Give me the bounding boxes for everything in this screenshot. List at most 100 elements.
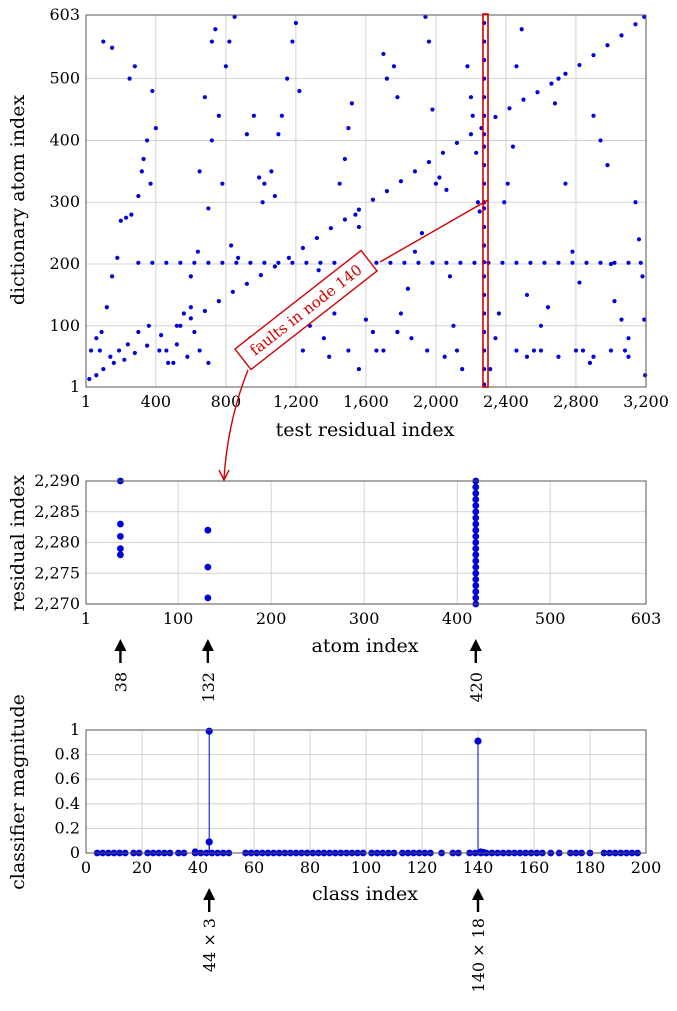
scatter-point	[356, 224, 362, 230]
x-tick-label: 100	[351, 858, 382, 877]
scatter-point	[488, 366, 493, 372]
scatter-point	[454, 140, 460, 146]
scatter-point	[164, 260, 169, 265]
x-tick-label: 2,000	[413, 392, 459, 411]
scatter-point	[314, 235, 319, 241]
scatter-point	[144, 138, 150, 143]
scatter-point	[430, 260, 435, 265]
scatter-point	[472, 496, 480, 503]
scatter-point	[136, 193, 141, 199]
scatter-point	[472, 532, 480, 540]
scatter-point	[349, 101, 355, 106]
stem-point	[205, 727, 213, 735]
scatter-point	[109, 274, 115, 279]
scatter-point	[286, 255, 291, 260]
scatter-point	[346, 125, 351, 131]
scatter-point	[642, 14, 647, 19]
scatter-point	[111, 360, 116, 366]
scatter-point	[220, 260, 225, 265]
scatter-point	[158, 332, 164, 338]
scatter-point	[122, 357, 127, 362]
indicator-arrowhead	[201, 639, 214, 651]
y-tick-label: 2,270	[34, 594, 80, 613]
top-scatter-chart: 1 400 800 1,200 1,600 2,000 2,400 2,800 3,200 1 10…	[7, 5, 669, 482]
bottom-stem-chart: 0 20 40 60 80 100 120 140 160 180 200 0 0.2 0.4 0.6 0.8…	[7, 694, 661, 992]
scatter-point	[123, 215, 129, 220]
scatter-point	[125, 342, 130, 347]
x-tick-label: 20	[132, 858, 152, 877]
scatter-point	[402, 260, 407, 265]
bottom-x-axis-label: class index	[312, 883, 418, 905]
scatter-point	[356, 207, 362, 212]
bottom-plot-frame	[85, 729, 647, 854]
scatter-point	[460, 366, 465, 372]
scatter-point	[356, 366, 362, 372]
scatter-point	[440, 150, 446, 155]
scatter-point	[405, 286, 411, 291]
y-tick-label: 0	[70, 843, 80, 862]
scatter-point	[136, 260, 141, 265]
scatter-point	[510, 144, 516, 149]
scatter-point	[612, 260, 617, 265]
y-tick-label: 500	[49, 69, 80, 88]
scatter-point	[563, 181, 568, 186]
scatter-point	[472, 557, 480, 565]
scatter-point	[437, 175, 442, 180]
scatter-point	[150, 260, 155, 265]
x-tick-label: 2,800	[553, 392, 599, 411]
scatter-point	[260, 200, 265, 205]
x-tick-label: 100	[163, 609, 194, 628]
annotation-leader-line	[379, 199, 489, 263]
scatter-point	[598, 138, 603, 143]
scatter-point	[150, 88, 155, 94]
y-tick-label: 400	[49, 130, 80, 149]
scatter-point	[353, 212, 358, 217]
scatter-point	[556, 354, 561, 359]
top-plot-frame	[85, 14, 647, 388]
scatter-point	[472, 545, 480, 553]
stem-point	[191, 848, 199, 856]
scatter-point	[577, 62, 582, 68]
scatter-point	[605, 163, 610, 168]
stem-point	[474, 737, 482, 745]
scatter-point	[384, 76, 390, 81]
scatter-point	[398, 179, 404, 184]
scatter-point	[587, 360, 593, 366]
scatter-point	[505, 181, 510, 186]
scatter-point	[136, 329, 141, 335]
scatter-point	[545, 305, 551, 310]
scatter-point	[192, 260, 197, 265]
top-y-axis-label: dictionary atom index	[7, 95, 29, 306]
scatter-point	[468, 95, 474, 100]
scatter-point	[129, 212, 134, 217]
y-tick-label: 2,285	[34, 502, 80, 521]
scatter-point	[384, 189, 390, 194]
y-tick-label: 1	[70, 377, 80, 396]
scatter-point	[412, 249, 418, 254]
scatter-point	[472, 563, 480, 571]
scatter-point	[178, 260, 183, 265]
scatter-point	[493, 114, 498, 120]
y-tick-label: 0.4	[55, 794, 80, 813]
x-tick-label: 40	[188, 858, 208, 877]
scatter-point	[591, 113, 596, 118]
scatter-point	[493, 336, 498, 341]
middle-plot-frame	[85, 480, 647, 605]
scatter-point	[108, 354, 113, 359]
scatter-point	[398, 311, 404, 316]
scatter-point	[472, 569, 480, 577]
scatter-point	[626, 354, 631, 359]
scatter-point	[496, 311, 502, 316]
scatter-point	[332, 260, 337, 265]
indicator-arrowhead	[469, 639, 482, 651]
y-tick-label: 2,280	[34, 533, 80, 552]
x-tick-label: 1,200	[273, 392, 319, 411]
scatter-point	[465, 64, 470, 69]
scatter-point	[285, 76, 290, 81]
scatter-point	[146, 323, 151, 328]
scatter-point	[472, 594, 480, 602]
scatter-point	[472, 502, 480, 509]
scatter-point	[117, 551, 124, 559]
scatter-point	[262, 181, 267, 186]
